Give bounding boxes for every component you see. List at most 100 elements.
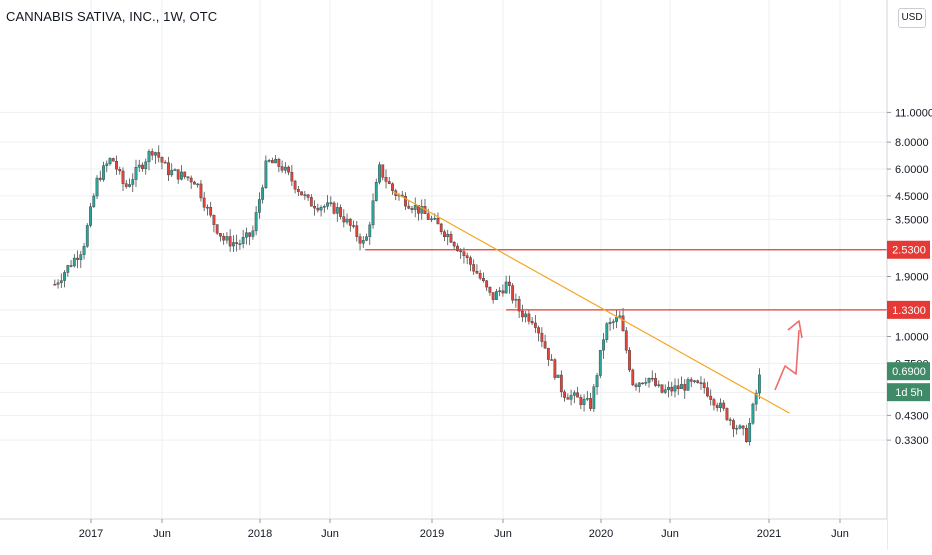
candle-body <box>495 291 498 300</box>
candle-body <box>533 322 537 328</box>
price-tick-label: 4.5000 <box>895 191 929 203</box>
candle-body <box>287 166 291 173</box>
candle-body <box>676 385 680 389</box>
candle-body <box>624 330 628 351</box>
candle-body <box>183 171 187 177</box>
candle-body <box>173 169 177 171</box>
time-tick-label: 2019 <box>420 528 444 540</box>
candle-body <box>654 378 657 386</box>
price-tag-label: 2.5300 <box>892 245 926 257</box>
candle-body <box>274 159 278 164</box>
candle-body <box>79 254 83 260</box>
candle-body <box>641 382 644 385</box>
candle-body <box>95 177 99 197</box>
forecast-arrow-layer[interactable] <box>774 320 803 391</box>
price-tag-bg <box>887 240 930 259</box>
candle-body <box>180 171 183 180</box>
price-tick-label: 1.0000 <box>895 332 929 344</box>
candle-body <box>89 206 92 226</box>
candle-body <box>585 398 589 400</box>
candle-body <box>511 285 515 301</box>
candle-body <box>154 152 157 156</box>
candle-body <box>413 205 417 210</box>
candle-body <box>121 170 125 184</box>
candle-body <box>98 177 102 180</box>
candle-body <box>124 183 128 187</box>
candle-body <box>485 280 489 288</box>
candle-body <box>53 283 57 286</box>
candle-body <box>137 164 141 168</box>
candle-body <box>439 223 443 232</box>
candle-body <box>306 194 310 198</box>
candle-body <box>374 182 378 201</box>
price-tick-label: 6.0000 <box>895 164 929 176</box>
candle-body <box>465 255 469 258</box>
candle-body <box>735 427 739 430</box>
candle-body <box>368 224 372 237</box>
price-tick-label: 3.5000 <box>895 214 929 226</box>
candle-body <box>261 187 265 200</box>
candle-body <box>72 257 76 267</box>
currency-button[interactable]: USD <box>898 8 926 28</box>
candle-body <box>244 232 248 238</box>
time-tick-label: Jun <box>321 528 339 540</box>
candle-body <box>296 189 300 192</box>
candle-body <box>478 273 482 279</box>
price-axis[interactable]: 0.33000.43000.55000.75001.00001.33001.90… <box>886 0 932 550</box>
time-axis[interactable]: 2017 Jun 2018 Jun 2019 Jun 2020 Jun 2021 Jun <box>0 518 887 550</box>
candle-body <box>530 321 534 324</box>
price-tag-label: 0.6900 <box>892 366 926 378</box>
candle-body <box>647 378 651 383</box>
candle-body <box>290 172 294 182</box>
time-tick-label: Jun <box>661 528 679 540</box>
forecast-arrow-head <box>787 320 803 339</box>
candle-body <box>696 380 700 383</box>
candle-body <box>566 397 570 400</box>
candle-body <box>232 242 235 247</box>
price-tick-label: 0.3300 <box>895 435 929 447</box>
candle-body <box>280 166 284 171</box>
candle-body <box>673 385 677 392</box>
candle-body <box>108 158 112 165</box>
candle-body <box>235 242 239 244</box>
candle-body <box>550 359 554 361</box>
horizontal-levels[interactable] <box>365 249 887 311</box>
candle-body <box>702 382 706 388</box>
candle-body <box>150 151 154 156</box>
candle-body <box>157 152 161 158</box>
candle-body <box>728 419 732 421</box>
candle-body <box>706 387 709 397</box>
candle-body <box>719 402 722 408</box>
candle-body <box>501 290 505 294</box>
candle-body <box>507 281 511 286</box>
time-tick-label: 2020 <box>589 528 613 540</box>
candle-body <box>725 408 729 420</box>
chart-title: CANNABIS SATIVA, INC., 1W, OTC <box>6 9 218 24</box>
candle-body <box>520 310 524 318</box>
candle-body <box>459 250 463 253</box>
candle-body <box>462 251 466 256</box>
candle-body <box>144 161 148 169</box>
candle-body <box>257 199 261 213</box>
candle-body <box>196 183 200 186</box>
candle-body <box>332 202 336 214</box>
candle-body <box>543 341 547 349</box>
candle-body <box>657 384 661 386</box>
candle-body <box>595 375 599 388</box>
candle-body <box>342 216 346 223</box>
candle-body <box>699 382 703 384</box>
price-tick-label: 0.4300 <box>895 410 929 422</box>
candle-body <box>644 382 648 384</box>
candle-body <box>615 317 618 322</box>
candle-body <box>209 206 213 216</box>
candle-body <box>631 369 635 386</box>
candle-body <box>365 236 368 241</box>
candle-body <box>222 236 226 241</box>
candle-body <box>105 163 109 166</box>
candle-body <box>748 423 752 443</box>
candle-body <box>141 164 144 169</box>
trendline-layer[interactable] <box>393 191 790 414</box>
price-tag-label: 1.3300 <box>892 305 926 317</box>
